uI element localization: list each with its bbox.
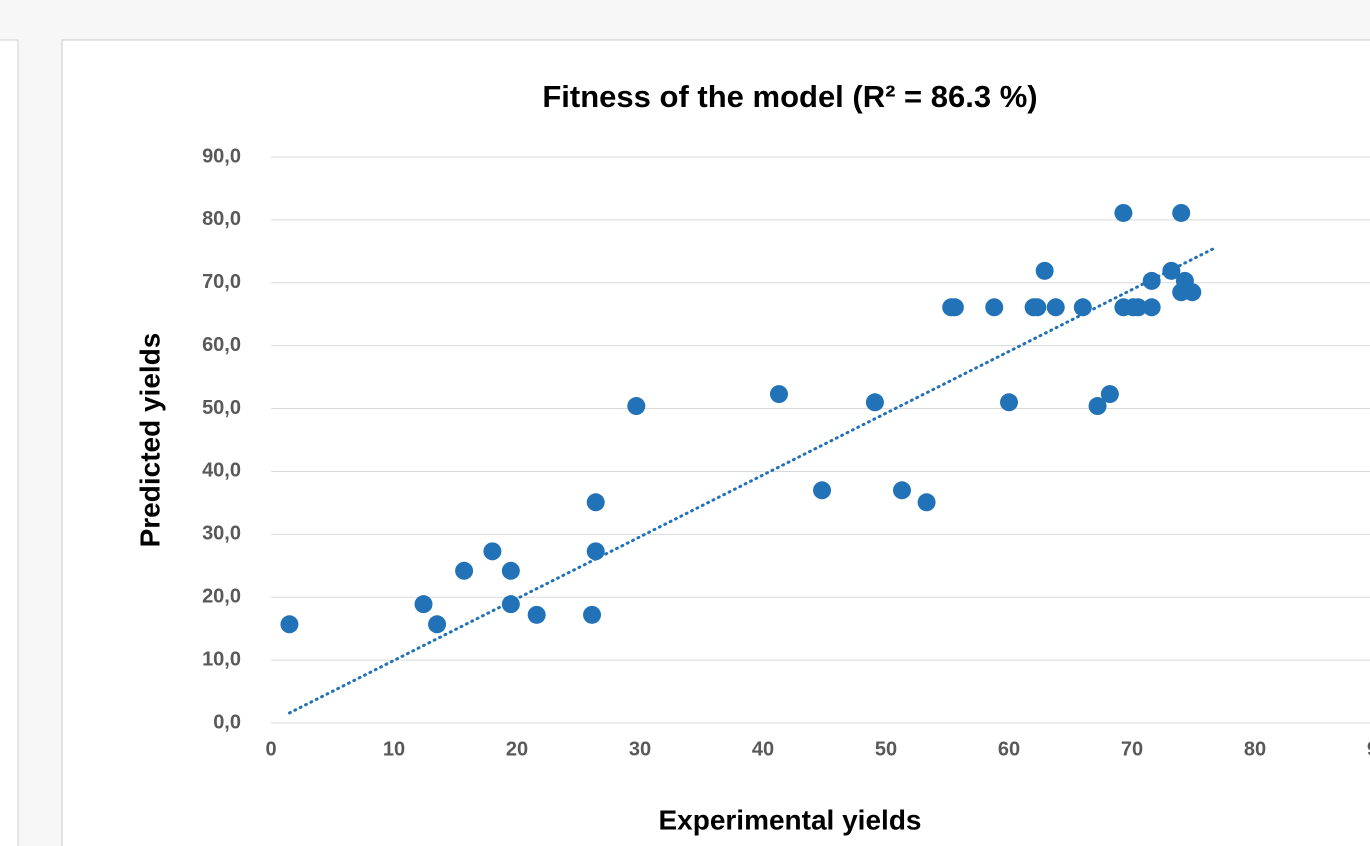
data-point xyxy=(1172,203,1191,222)
data-point xyxy=(527,605,546,624)
chart-frame xyxy=(61,39,1370,846)
data-point xyxy=(483,542,502,561)
x-tick-label: 80 xyxy=(1244,738,1266,760)
x-tick-label: 40 xyxy=(752,738,774,760)
data-point xyxy=(892,481,911,500)
data-point xyxy=(917,493,936,512)
data-point xyxy=(586,493,605,512)
y-tick-label: 60,0 xyxy=(202,334,241,356)
data-point xyxy=(1100,385,1119,404)
data-point xyxy=(1088,397,1107,416)
data-point xyxy=(1183,283,1202,302)
y-axis-title: Predicted yields xyxy=(134,333,165,548)
data-point xyxy=(583,605,602,624)
y-tick-label: 90,0 xyxy=(202,145,241,167)
data-point xyxy=(865,393,884,412)
x-tick-label: 70 xyxy=(1121,738,1143,760)
x-tick-label: 30 xyxy=(629,738,651,760)
data-point xyxy=(455,561,474,580)
data-point xyxy=(1129,298,1148,317)
y-tick-label: 30,0 xyxy=(202,523,241,545)
data-point xyxy=(501,595,520,614)
x-tick-label: 20 xyxy=(506,738,528,760)
data-point xyxy=(586,542,605,561)
data-point xyxy=(1114,203,1133,222)
data-point xyxy=(1142,298,1161,317)
x-tick-label: 0 xyxy=(265,738,276,760)
data-point xyxy=(501,561,520,580)
chart-title: Fitness of the model (R² = 86.3 %) xyxy=(542,79,1037,114)
data-point xyxy=(280,615,299,634)
data-point xyxy=(945,298,964,317)
data-point xyxy=(1046,298,1065,317)
x-tick-label: 90 xyxy=(1367,738,1370,760)
data-point xyxy=(769,385,788,404)
y-tick-label: 80,0 xyxy=(202,208,241,230)
y-tick-label: 10,0 xyxy=(202,648,241,670)
side-panel xyxy=(0,39,19,846)
y-tick-label: 0,0 xyxy=(213,711,241,733)
data-point xyxy=(813,481,832,500)
x-tick-label: 50 xyxy=(875,738,897,760)
y-tick-label: 70,0 xyxy=(202,271,241,293)
data-point xyxy=(428,615,447,634)
data-point xyxy=(627,397,646,416)
trendline xyxy=(287,247,1215,715)
x-tick-label: 10 xyxy=(383,738,405,760)
y-tick-label: 50,0 xyxy=(202,397,241,419)
y-tick-label: 20,0 xyxy=(202,586,241,608)
data-point xyxy=(1000,393,1018,412)
data-point xyxy=(1073,298,1092,317)
data-point xyxy=(1028,298,1047,317)
data-point xyxy=(1142,271,1161,290)
x-tick-label: 60 xyxy=(998,738,1020,760)
x-axis-title: Experimental yields xyxy=(658,804,921,835)
data-point xyxy=(414,595,433,614)
y-tick-label: 40,0 xyxy=(202,460,241,482)
data-point xyxy=(1162,261,1181,280)
data-point xyxy=(985,298,1004,317)
data-point xyxy=(1035,261,1054,280)
